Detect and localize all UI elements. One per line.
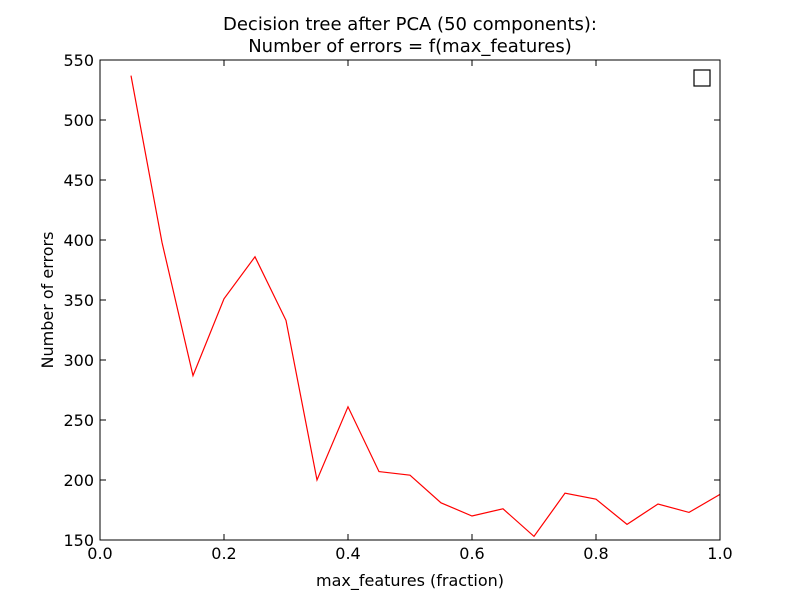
y-axis-label: Number of errors bbox=[38, 232, 57, 369]
x-tick-label: 1.0 bbox=[707, 544, 732, 563]
y-tick-label: 250 bbox=[63, 411, 94, 430]
y-tick-label: 400 bbox=[63, 231, 94, 250]
y-tick-label: 300 bbox=[63, 351, 94, 370]
chart-title-line-1: Decision tree after PCA (50 components): bbox=[223, 14, 597, 35]
x-tick-label: 0.8 bbox=[583, 544, 608, 563]
y-tick-label: 500 bbox=[63, 111, 94, 130]
chart-title-line-2: Number of errors = f(max_features) bbox=[248, 36, 572, 57]
x-tick-label: 0.0 bbox=[87, 544, 112, 563]
y-tick-label: 200 bbox=[63, 471, 94, 490]
y-tick-label: 550 bbox=[63, 51, 94, 70]
y-tick-label: 350 bbox=[63, 291, 94, 310]
x-axis-label: max_features (fraction) bbox=[316, 571, 504, 591]
chart-title: Decision tree after PCA (50 components):… bbox=[223, 14, 597, 57]
x-tick-label: 0.6 bbox=[459, 544, 484, 563]
series-line-0 bbox=[130, 75, 721, 538]
legend-box bbox=[693, 69, 711, 87]
x-tick-label: 0.4 bbox=[335, 544, 360, 563]
plot-frame bbox=[99, 59, 721, 541]
x-tick-label: 0.2 bbox=[211, 544, 236, 563]
y-tick-label: 150 bbox=[63, 531, 94, 550]
y-tick-label: 450 bbox=[63, 171, 94, 190]
axis-ticks: 0.0 0.2 0.4 0.6 0.8 1.0 150 200 250 300 350 400 450 5… bbox=[63, 51, 732, 563]
plot-area bbox=[130, 75, 721, 538]
